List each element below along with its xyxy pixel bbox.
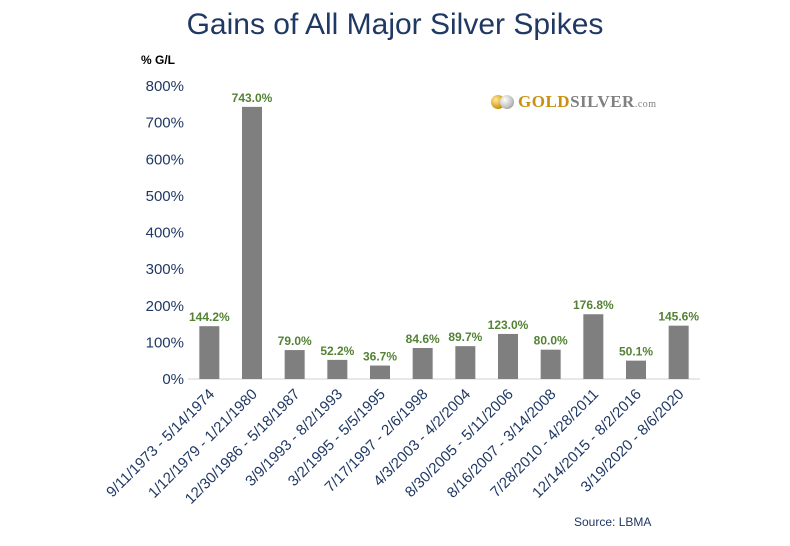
data-label: 144.2% — [189, 310, 230, 324]
bar — [668, 325, 689, 379]
y-tick-label: 200% — [146, 298, 184, 315]
y-tick-label: 100% — [146, 334, 184, 351]
data-label: 52.2% — [320, 344, 354, 358]
bar — [284, 350, 305, 379]
bar — [540, 349, 561, 379]
data-label: 176.8% — [573, 298, 614, 312]
y-tick-label: 300% — [146, 261, 184, 278]
source-note: Source: LBMA — [574, 515, 652, 529]
chart-title: Gains of All Major Silver Spikes — [186, 8, 604, 41]
logo-gold-text: GOLD — [518, 92, 571, 111]
y-tick-label: 0% — [162, 371, 184, 388]
bar — [199, 326, 220, 379]
y-axis-label: % G/L — [141, 53, 175, 67]
bar — [412, 348, 433, 379]
bar — [626, 360, 646, 379]
y-tick-label: 800% — [146, 78, 184, 95]
y-tick-label: 400% — [146, 225, 184, 242]
logo-silver-text: SILVER — [570, 92, 635, 111]
data-label: 50.1% — [619, 345, 653, 359]
data-label: 89.7% — [448, 330, 482, 344]
bar — [583, 314, 604, 379]
data-label: 80.0% — [534, 334, 568, 348]
y-tick-label: 700% — [146, 115, 184, 132]
bar — [242, 106, 262, 379]
y-tick-label: 500% — [146, 188, 184, 205]
data-label: 743.0% — [232, 91, 273, 105]
data-label: 36.7% — [363, 350, 397, 364]
data-label: 79.0% — [278, 334, 312, 348]
data-label: 84.6% — [406, 332, 440, 346]
bar — [498, 333, 518, 379]
logo-com-text: .com — [634, 99, 657, 110]
y-tick-label: 600% — [146, 151, 184, 168]
silver-coin-icon — [500, 95, 514, 109]
bar — [370, 365, 390, 379]
logo-text: GOLDSILVER.com — [518, 92, 657, 112]
data-label: 123.0% — [488, 318, 529, 332]
data-label: 145.6% — [658, 310, 699, 324]
bar — [327, 359, 348, 379]
goldsilver-logo: GOLDSILVER.com — [491, 92, 657, 112]
bar — [455, 346, 476, 379]
